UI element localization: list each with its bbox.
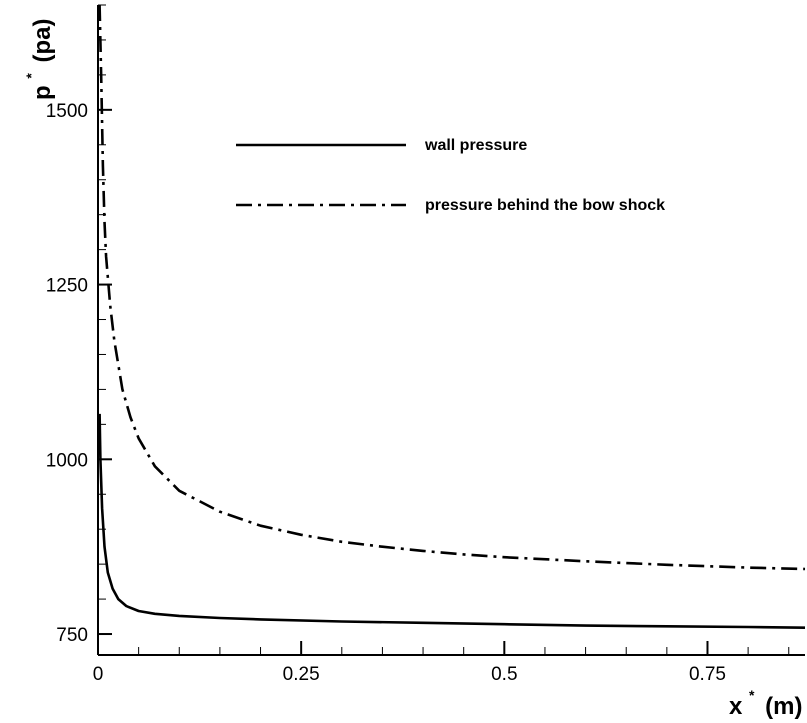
x-tick-label: 0.5: [491, 664, 517, 685]
x-tick-label: 0.25: [283, 664, 320, 685]
legend: wall pressure pressure behind the bow sh…: [236, 137, 665, 214]
y-tick-label: 1250: [46, 276, 88, 297]
x-axis-title-base: x: [729, 693, 743, 720]
y-axis-title-sup: *: [23, 73, 39, 79]
y-axis-title: p * (pa): [15, 19, 56, 100]
x-axis-title-sup: *: [749, 687, 755, 703]
legend-label-wall-pressure: wall pressure: [424, 137, 527, 154]
x-axis: 0 0.25 0.5 0.75: [93, 641, 805, 685]
series-line-1: [98, 4, 806, 571]
y-axis-title-base: p: [29, 85, 56, 100]
x-tick-label: 0.75: [689, 664, 726, 685]
series-layer: [98, 4, 806, 629]
x-axis-title: x * (m): [729, 679, 802, 720]
x-tick-label: 0: [93, 664, 104, 685]
legend-label-bow-shock: pressure behind the bow shock: [425, 197, 665, 214]
y-tick-label: 1500: [46, 101, 88, 122]
y-axis-title-unit: (pa): [29, 19, 56, 63]
series-line-0: [98, 413, 806, 629]
y-tick-label: 1000: [46, 450, 88, 471]
y-axis: 750 1000 1250 1500: [46, 4, 112, 655]
y-tick-label: 750: [56, 625, 88, 646]
svg-text:p * (pa): p * (pa): [15, 19, 56, 100]
x-axis-title-unit: (m): [765, 693, 802, 720]
